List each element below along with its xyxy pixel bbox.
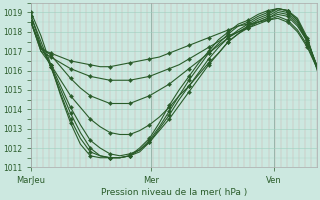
X-axis label: Pression niveau de la mer( hPa ): Pression niveau de la mer( hPa )	[101, 188, 247, 197]
